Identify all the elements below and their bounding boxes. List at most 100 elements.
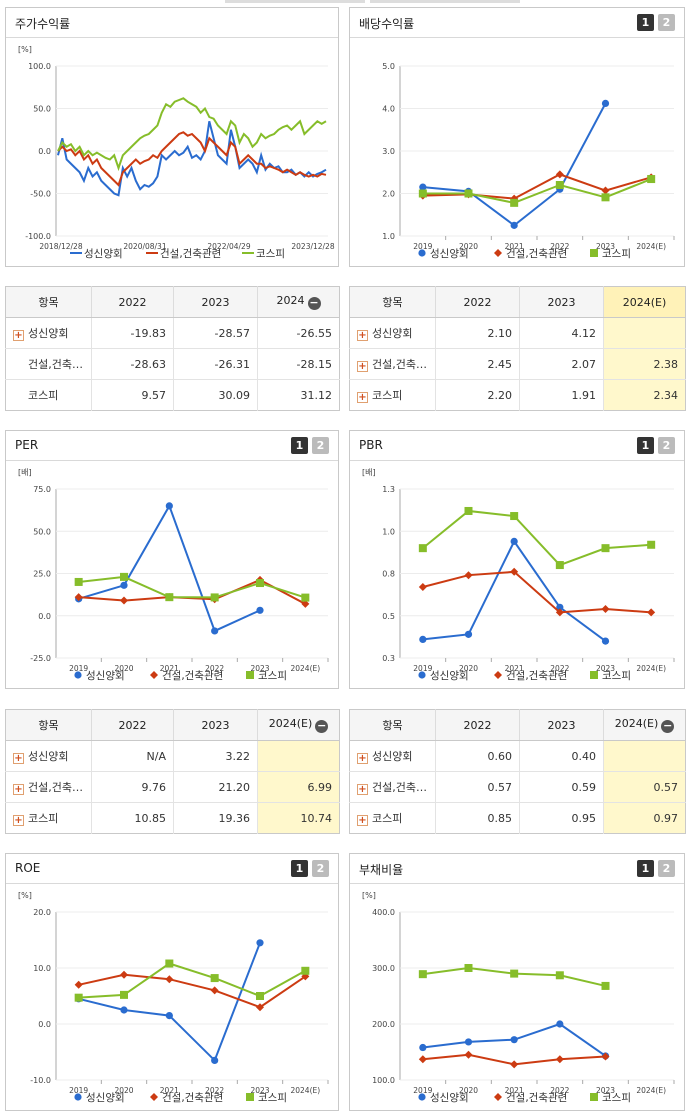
y-tick-label: -25.0: [30, 654, 51, 663]
series-line: [422, 102, 607, 227]
data-point: [555, 971, 564, 980]
expand-plus-icon[interactable]: +: [13, 784, 24, 795]
table-row: + 코스피 2.20 1.91 2.34: [350, 379, 686, 411]
x-tick-label: 2022: [205, 664, 224, 673]
data-point: [211, 1056, 219, 1064]
table-row: + 코스피 0.85 0.95 0.97: [350, 802, 686, 834]
series-line: [78, 973, 306, 1009]
x-tick-label: 2023: [250, 1086, 269, 1095]
expand-plus-icon[interactable]: +: [357, 392, 368, 403]
pbr-table: 항목 2022 2023 2024(E) − + 성신양회 0.60 0.40 + 건설,건축……: [349, 709, 686, 834]
cell: 31.12: [257, 379, 340, 411]
data-point: [256, 606, 264, 614]
x-tick-label: 2021: [505, 1086, 524, 1095]
table-row: 코스피 9.57 30.09 31.12: [6, 379, 340, 411]
x-tick-label: 2023: [250, 664, 269, 673]
data-point: [556, 603, 564, 611]
cell: [257, 740, 340, 772]
legend-label: 성신양회: [430, 248, 469, 260]
page-2-button[interactable]: 2: [312, 860, 329, 877]
panel-title: ROE: [15, 861, 41, 875]
x-tick-label: 2023: [596, 664, 615, 673]
x-tick-label: 2021: [505, 242, 524, 251]
page-1-button[interactable]: 1: [291, 860, 308, 877]
col-header: 항목: [349, 286, 436, 318]
page-2-button[interactable]: 2: [658, 437, 675, 454]
page-1-button[interactable]: 1: [637, 14, 654, 31]
legend-label: 코스피: [602, 1092, 631, 1104]
y-tick-label: -50.0: [30, 190, 51, 199]
dividend-yield-chart: 5.0 4.0 3.0 2.0 1.0 2019 2020 2021 2022 2023 2024(…: [382, 62, 675, 260]
legend-label: 건설,건축관련: [162, 670, 223, 682]
x-tick-label: 2019: [413, 242, 432, 251]
row-label: 성신양회: [372, 327, 413, 340]
data-point: [418, 189, 427, 198]
y-tick-label: 300.0: [372, 964, 395, 973]
y-tick-label: 100.0: [372, 1076, 395, 1085]
y-tick-label: 1.0: [382, 232, 395, 241]
expand-plus-icon[interactable]: +: [357, 815, 368, 826]
page-2-button[interactable]: 2: [312, 437, 329, 454]
data-point: [165, 1012, 173, 1020]
data-point: [510, 512, 519, 521]
data-point: [418, 1093, 426, 1101]
cell: 0.57: [435, 771, 520, 803]
data-point: [210, 986, 219, 995]
collapse-minus-icon[interactable]: −: [661, 719, 675, 733]
data-point: [210, 593, 219, 602]
legend-label: 코스피: [258, 670, 287, 682]
data-point: [464, 964, 473, 972]
panel-title: 주가수익률: [15, 17, 71, 31]
expand-plus-icon[interactable]: +: [357, 330, 368, 341]
collapse-minus-icon[interactable]: −: [307, 296, 321, 310]
data-point: [418, 970, 427, 979]
page-2-button[interactable]: 2: [658, 860, 675, 877]
axis-unit-label: [%]: [362, 891, 376, 900]
cell: N/A: [91, 740, 174, 772]
x-tick-label: 2019: [69, 1086, 88, 1095]
collapse-minus-icon[interactable]: −: [315, 719, 329, 733]
page-1-button[interactable]: 1: [637, 437, 654, 454]
legend-label: 건설,건축관련: [506, 1092, 567, 1104]
page-1-button[interactable]: 1: [637, 860, 654, 877]
y-tick-label: 1.3: [382, 485, 395, 494]
page-2-button[interactable]: 2: [658, 14, 675, 31]
y-tick-label: 75.0: [33, 485, 51, 494]
panel-title: PER: [15, 438, 39, 452]
row-label: 성신양회: [372, 750, 413, 763]
data-point: [419, 1043, 427, 1052]
cell: 19.36: [173, 802, 258, 834]
series-line: [422, 173, 652, 200]
data-point: [464, 571, 473, 580]
data-point: [590, 249, 598, 257]
expand-plus-icon[interactable]: +: [357, 361, 368, 372]
data-point: [647, 540, 656, 549]
data-point: [165, 959, 174, 968]
series-line: [78, 962, 306, 999]
y-tick-label: 0.0: [38, 612, 51, 621]
expand-plus-icon[interactable]: +: [357, 753, 368, 764]
legend-label: 코스피: [602, 248, 631, 260]
expand-plus-icon[interactable]: +: [357, 784, 368, 795]
row-label: 코스피: [28, 389, 59, 402]
page-1-button[interactable]: 1: [291, 437, 308, 454]
data-point: [74, 1093, 82, 1101]
table-row: + 성신양회 N/A 3.22: [5, 740, 340, 772]
legend-label: 코스피: [258, 1092, 287, 1104]
expand-plus-icon[interactable]: +: [13, 815, 24, 826]
expand-plus-icon[interactable]: +: [13, 330, 24, 341]
row-label: 성신양회: [28, 750, 69, 763]
cell: 0.95: [519, 802, 604, 834]
dividend-yield-table: 항목 2022 2023 2024(E) + 성신양회 2.10 4.12 + 건설,건축… 2…: [349, 286, 686, 411]
legend-label: 건설,건축관련: [506, 670, 567, 682]
data-point: [494, 1093, 502, 1101]
expand-plus-icon[interactable]: +: [13, 753, 24, 764]
y-tick-label: 50.0: [33, 527, 51, 536]
y-tick-label: 0.8: [382, 570, 395, 579]
cell: 0.57: [603, 771, 686, 803]
x-tick-label: 2022/04/29: [207, 242, 250, 251]
data-point: [590, 671, 598, 679]
data-point: [601, 99, 610, 107]
data-point: [464, 189, 473, 198]
